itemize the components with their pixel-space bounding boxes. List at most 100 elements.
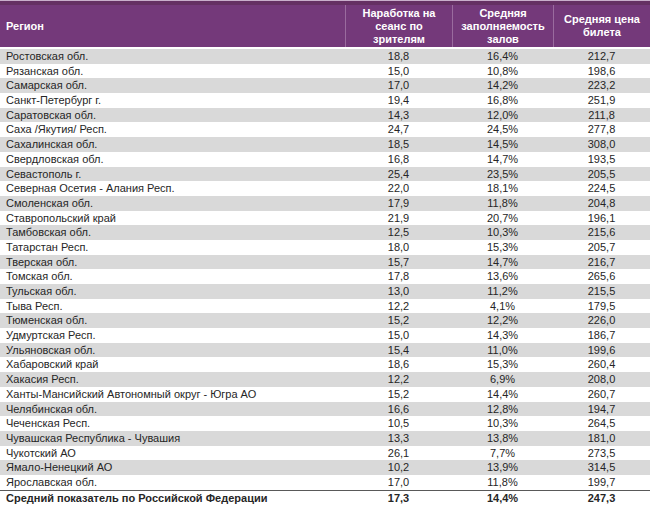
hall-occupancy-cell: 11,0% bbox=[452, 343, 553, 358]
table-row: Тыва Респ. 12,2 4,1% 179,5 bbox=[0, 299, 650, 314]
average-ticket-price-cell: 226,0 bbox=[553, 313, 650, 328]
average-ticket-price-cell: 199,7 bbox=[553, 475, 650, 490]
region-cell: Хакасия Респ. bbox=[0, 372, 345, 387]
hall-occupancy-cell: 11,8% bbox=[452, 475, 553, 490]
total-hall-occupancy: 14,4% bbox=[452, 491, 553, 506]
region-cell: Санкт-Петербург г. bbox=[0, 93, 345, 108]
hall-occupancy-cell: 13,8% bbox=[452, 431, 553, 446]
hall-occupancy-cell: 14,4% bbox=[452, 387, 553, 402]
table-header-row: Регион Наработка на сеанс по зрителям Ср… bbox=[0, 5, 650, 49]
viewers-per-session-cell: 25,4 bbox=[345, 167, 452, 182]
region-cell: Удмуртская Респ. bbox=[0, 328, 345, 343]
viewers-per-session-cell: 15,0 bbox=[345, 64, 452, 79]
region-cell: Саха /Якутия/ Респ. bbox=[0, 122, 345, 137]
table-row: Севастополь г. 25,4 23,5% 205,5 bbox=[0, 167, 650, 182]
total-average-ticket-price: 247,3 bbox=[553, 491, 650, 506]
region-cell: Тверская обл. bbox=[0, 255, 345, 270]
viewers-per-session-cell: 13,0 bbox=[345, 284, 452, 299]
average-ticket-price-cell: 204,8 bbox=[553, 196, 650, 211]
hall-occupancy-cell: 18,1% bbox=[452, 181, 553, 196]
total-row: Средний показатель по Российской Федерац… bbox=[0, 490, 650, 506]
column-header-viewers-per-session: Наработка на сеанс по зрителям bbox=[345, 5, 452, 47]
hall-occupancy-cell: 10,8% bbox=[452, 64, 553, 79]
average-ticket-price-cell: 181,0 bbox=[553, 431, 650, 446]
average-ticket-price-cell: 193,5 bbox=[553, 152, 650, 167]
table-row: Сахалинская обл. 18,5 14,5% 308,0 bbox=[0, 137, 650, 152]
viewers-per-session-cell: 26,1 bbox=[345, 446, 452, 461]
hall-occupancy-cell: 15,3% bbox=[452, 357, 553, 372]
average-ticket-price-cell: 265,6 bbox=[553, 269, 650, 284]
total-viewers-per-session: 17,3 bbox=[345, 491, 452, 506]
table-row: Тверская обл. 15,7 14,7% 216,7 bbox=[0, 255, 650, 270]
hall-occupancy-cell: 20,7% bbox=[452, 211, 553, 226]
viewers-per-session-cell: 15,2 bbox=[345, 387, 452, 402]
average-ticket-price-cell: 216,7 bbox=[553, 255, 650, 270]
hall-occupancy-cell: 14,7% bbox=[452, 255, 553, 270]
viewers-per-session-cell: 15,2 bbox=[345, 313, 452, 328]
viewers-per-session-cell: 12,2 bbox=[345, 372, 452, 387]
viewers-per-session-cell: 15,0 bbox=[345, 328, 452, 343]
table-row: Тюменская обл. 15,2 12,2% 226,0 bbox=[0, 313, 650, 328]
table-row: Ставропольский край 21,9 20,7% 196,1 bbox=[0, 211, 650, 226]
hall-occupancy-cell: 11,2% bbox=[452, 284, 553, 299]
region-cell: Тульская обл. bbox=[0, 284, 345, 299]
hall-occupancy-cell: 16,8% bbox=[452, 93, 553, 108]
region-cell: Севастополь г. bbox=[0, 167, 345, 182]
average-ticket-price-cell: 205,7 bbox=[553, 240, 650, 255]
table-row: Саратовская обл. 14,3 12,0% 211,8 bbox=[0, 108, 650, 123]
average-ticket-price-cell: 215,5 bbox=[553, 284, 650, 299]
viewers-per-session-cell: 14,3 bbox=[345, 108, 452, 123]
hall-occupancy-cell: 6,9% bbox=[452, 372, 553, 387]
table-row: Тульская обл. 13,0 11,2% 215,5 bbox=[0, 284, 650, 299]
region-cell: Чувашская Республика - Чувашия bbox=[0, 431, 345, 446]
region-cell: Сахалинская обл. bbox=[0, 137, 345, 152]
average-ticket-price-cell: 260,4 bbox=[553, 357, 650, 372]
viewers-per-session-cell: 16,6 bbox=[345, 402, 452, 417]
table-row: Самарская обл. 17,0 14,2% 223,2 bbox=[0, 78, 650, 93]
table-row: Северная Осетия - Алания Респ. 22,0 18,1… bbox=[0, 181, 650, 196]
viewers-per-session-cell: 13,3 bbox=[345, 431, 452, 446]
viewers-per-session-cell: 18,6 bbox=[345, 357, 452, 372]
table-row: Смоленская обл. 17,9 11,8% 204,8 bbox=[0, 196, 650, 211]
table-row: Чукотский АО 26,1 7,7% 273,5 bbox=[0, 446, 650, 461]
region-cell: Татарстан Респ. bbox=[0, 240, 345, 255]
average-ticket-price-cell: 211,8 bbox=[553, 108, 650, 123]
hall-occupancy-cell: 12,8% bbox=[452, 402, 553, 417]
table-row: Ростовская обл. 18,8 16,4% 212,7 bbox=[0, 49, 650, 64]
viewers-per-session-cell: 17,9 bbox=[345, 196, 452, 211]
hall-occupancy-cell: 13,9% bbox=[452, 460, 553, 475]
column-header-region: Регион bbox=[0, 20, 345, 33]
viewers-per-session-cell: 18,8 bbox=[345, 49, 452, 64]
hall-occupancy-cell: 7,7% bbox=[452, 446, 553, 461]
region-cell: Ямало-Ненецкий АО bbox=[0, 460, 345, 475]
table-body: Ростовская обл. 18,8 16,4% 212,7 Рязанск… bbox=[0, 49, 650, 506]
region-cell: Тамбовская обл. bbox=[0, 225, 345, 240]
hall-occupancy-cell: 24,5% bbox=[452, 122, 553, 137]
region-cell: Ярославская обл. bbox=[0, 475, 345, 490]
hall-occupancy-cell: 4,1% bbox=[452, 299, 553, 314]
region-cell: Северная Осетия - Алания Респ. bbox=[0, 181, 345, 196]
table-row: Рязанская обл. 15,0 10,8% 198,6 bbox=[0, 64, 650, 79]
table-row: Санкт-Петербург г. 19,4 16,8% 251,9 bbox=[0, 93, 650, 108]
table-row: Саха /Якутия/ Респ. 24,7 24,5% 277,8 bbox=[0, 122, 650, 137]
table-row: Ульяновская обл. 15,4 11,0% 199,6 bbox=[0, 343, 650, 358]
average-ticket-price-cell: 186,7 bbox=[553, 328, 650, 343]
table-row: Ханты-Мансийский Автономный округ - Югра… bbox=[0, 387, 650, 402]
hall-occupancy-cell: 14,5% bbox=[452, 137, 553, 152]
viewers-per-session-cell: 10,5 bbox=[345, 416, 452, 431]
average-ticket-price-cell: 199,6 bbox=[553, 343, 650, 358]
table-row: Свердловская обл. 16,8 14,7% 193,5 bbox=[0, 152, 650, 167]
hall-occupancy-cell: 23,5% bbox=[452, 167, 553, 182]
average-ticket-price-cell: 308,0 bbox=[553, 137, 650, 152]
viewers-per-session-cell: 10,2 bbox=[345, 460, 452, 475]
table-row: Хабаровский край 18,6 15,3% 260,4 bbox=[0, 357, 650, 372]
average-ticket-price-cell: 194,7 bbox=[553, 402, 650, 417]
average-ticket-price-cell: 251,9 bbox=[553, 93, 650, 108]
average-ticket-price-cell: 196,1 bbox=[553, 211, 650, 226]
average-ticket-price-cell: 205,5 bbox=[553, 167, 650, 182]
table-row: Хакасия Респ. 12,2 6,9% 208,0 bbox=[0, 372, 650, 387]
region-cell: Ставропольский край bbox=[0, 211, 345, 226]
average-ticket-price-cell: 273,5 bbox=[553, 446, 650, 461]
average-ticket-price-cell: 224,5 bbox=[553, 181, 650, 196]
region-cell: Самарская обл. bbox=[0, 78, 345, 93]
